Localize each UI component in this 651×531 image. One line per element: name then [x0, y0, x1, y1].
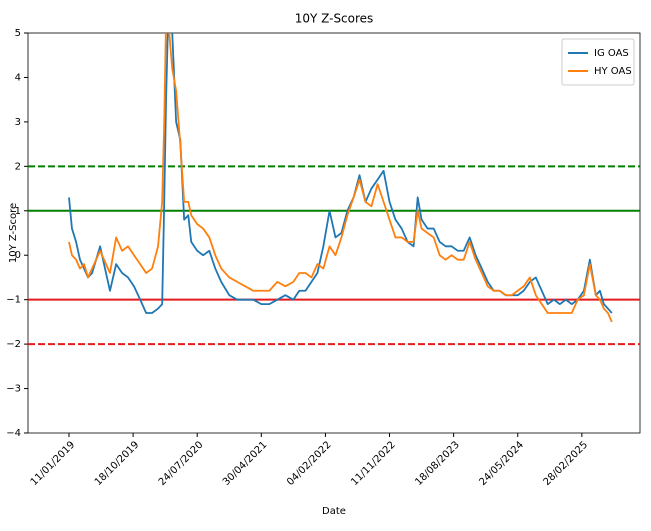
- plot-frame: [27, 32, 641, 434]
- series-line: [68, 33, 613, 314]
- x-axis-label: Date: [322, 506, 346, 517]
- x-tick-label: 18/10/2019: [93, 439, 142, 488]
- y-tick-label: 0: [15, 250, 21, 261]
- y-tick-label: −1: [6, 295, 21, 306]
- x-tick-label: 24/05/2024: [477, 439, 526, 488]
- x-tick-label: 28/02/2025: [542, 439, 591, 488]
- series-line: [68, 33, 613, 323]
- y-tick-label: −4: [6, 428, 21, 439]
- legend-label: HY OAS: [594, 66, 632, 77]
- x-tick-label: 18/08/2023: [413, 439, 462, 488]
- x-tick-label: 30/04/2021: [221, 439, 270, 488]
- x-tick-label: 11/11/2022: [349, 439, 398, 488]
- y-axis-label: 10Y Z-Score: [8, 203, 19, 263]
- y-tick-label: 2: [15, 161, 21, 172]
- y-tick-label: 5: [15, 28, 21, 39]
- y-tick-label: 1: [15, 206, 21, 217]
- legend-label: IG OAS: [594, 48, 629, 59]
- legend-box: [561, 38, 635, 86]
- x-tick-label: 11/01/2019: [29, 439, 78, 488]
- x-tick-label: 24/07/2020: [157, 439, 206, 488]
- y-tick-label: 4: [15, 72, 21, 83]
- y-tick-label: 3: [15, 117, 21, 128]
- chart-title: 10Y Z-Scores: [295, 12, 374, 26]
- x-tick-label: 04/02/2022: [285, 439, 334, 488]
- y-tick-label: −3: [6, 384, 21, 395]
- y-tick-label: −2: [6, 339, 21, 350]
